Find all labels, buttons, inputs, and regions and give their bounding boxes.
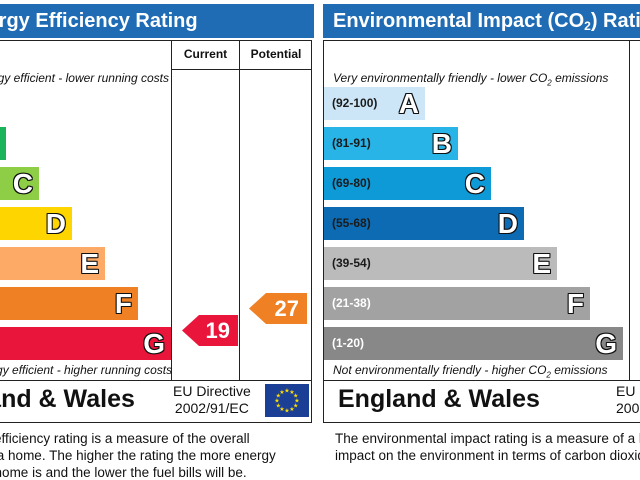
rating-band-d: D bbox=[0, 207, 72, 240]
energy-efficiency-panel: Energy Efficiency Rating Current Potenti… bbox=[0, 0, 317, 480]
column-divider bbox=[171, 41, 172, 380]
rating-band-g: G bbox=[0, 327, 171, 360]
eu-star-icon: ★ bbox=[279, 389, 284, 396]
band-letter: C bbox=[12, 168, 33, 199]
band-letter: B bbox=[431, 128, 452, 159]
potential-column-header: Potential bbox=[250, 47, 302, 61]
eu-directive: EU Directive 2002/91/EC bbox=[616, 383, 640, 417]
band-range: (92-100) bbox=[332, 96, 378, 110]
band-letter: D bbox=[497, 208, 518, 239]
potential-rating-value: 27 bbox=[274, 296, 299, 321]
rating-band-e: E bbox=[0, 247, 105, 280]
eu-star-icon: ★ bbox=[284, 408, 289, 415]
eu-flag-icon: ★ ★ ★ ★ ★ ★ ★ ★ ★ ★ ★ ★ bbox=[265, 384, 309, 417]
energy-bottom-note: Not energy efficient - higher running co… bbox=[0, 363, 173, 377]
current-column-header: Current bbox=[183, 47, 228, 61]
country-label: England & Wales bbox=[338, 385, 540, 413]
rating-band-g: (1-20) G bbox=[324, 327, 623, 360]
energy-top-note: Very energy efficient - lower running co… bbox=[0, 71, 169, 85]
energy-description-line: The energy efficiency rating is a measur… bbox=[0, 431, 250, 446]
eu-star-icon: ★ bbox=[276, 403, 281, 410]
eu-directive-line2: 2002/91/EC bbox=[616, 400, 640, 416]
band-letter: E bbox=[80, 248, 99, 279]
eu-star-icon: ★ bbox=[276, 393, 281, 400]
band-range: (1-20) bbox=[332, 336, 365, 350]
eu-star-icon: ★ bbox=[293, 393, 298, 400]
energy-footer: England & Wales EU Directive 2002/91/EC … bbox=[0, 381, 312, 423]
rating-band-f: (21-38) F bbox=[324, 287, 590, 320]
header-divider bbox=[171, 69, 311, 70]
band-letter: D bbox=[45, 208, 66, 239]
environmental-description: The environmental impact rating is a mea… bbox=[335, 430, 640, 464]
rating-band-a: (92-100) A bbox=[324, 87, 425, 120]
band-letter: A bbox=[398, 88, 419, 119]
band-letter: E bbox=[532, 248, 551, 279]
band-range: (55-68) bbox=[332, 216, 371, 230]
band-letter: C bbox=[464, 168, 485, 199]
rating-band-d: (55-68) D bbox=[324, 207, 524, 240]
eu-star-icon: ★ bbox=[284, 388, 289, 395]
environmental-top-note: Very environmentally friendly - lower CO… bbox=[333, 71, 609, 88]
eu-star-icon: ★ bbox=[289, 406, 294, 413]
rating-band-e: (39-54) E bbox=[324, 247, 557, 280]
column-divider bbox=[629, 41, 630, 380]
eu-directive-line1: EU Directive bbox=[173, 383, 251, 399]
eu-star-icon: ★ bbox=[293, 403, 298, 410]
energy-description-line: efficient the home is and the lower the … bbox=[0, 465, 247, 480]
environmental-rating-table bbox=[323, 40, 640, 381]
environmental-description-line: impact on the environment in terms of ca… bbox=[335, 448, 640, 463]
environmental-description-line: The environmental impact rating is a mea… bbox=[335, 431, 640, 446]
eu-star-icon: ★ bbox=[294, 398, 299, 405]
band-letter: F bbox=[566, 288, 584, 319]
eu-star-icon: ★ bbox=[274, 398, 279, 405]
country-label: England & Wales bbox=[0, 385, 135, 413]
environmental-impact-title: Environmental Impact (CO2) Rating bbox=[323, 4, 640, 38]
band-letter: F bbox=[114, 288, 132, 319]
rating-band-f: F bbox=[0, 287, 138, 320]
eu-star-icon: ★ bbox=[279, 406, 284, 413]
environmental-impact-panel: Environmental Impact (CO2) Rating Very e… bbox=[323, 0, 640, 480]
eu-star-icon: ★ bbox=[289, 389, 294, 396]
eu-directive: EU Directive 2002/91/EC bbox=[173, 383, 251, 417]
environmental-bottom-note: Not environmentally friendly - higher CO… bbox=[333, 363, 608, 380]
band-letter: G bbox=[595, 328, 617, 359]
energy-description-line: efficiency of a home. The higher the rat… bbox=[0, 448, 276, 463]
band-letter: G bbox=[143, 328, 165, 359]
rating-band-c: (69-80) C bbox=[324, 167, 491, 200]
rating-band-c: C bbox=[0, 167, 39, 200]
energy-description: The energy efficiency rating is a measur… bbox=[0, 430, 276, 480]
band-range: (81-91) bbox=[332, 136, 371, 150]
energy-rating-table: Current Potential bbox=[0, 40, 312, 381]
band-range: (39-54) bbox=[332, 256, 371, 270]
eu-directive-line2: 2002/91/EC bbox=[174, 400, 249, 416]
eu-directive-line1: EU Directive bbox=[616, 383, 640, 399]
band-range: (69-80) bbox=[332, 176, 371, 190]
potential-rating-arrow: 27 bbox=[249, 293, 307, 324]
rating-band-b: (81-91) B bbox=[324, 127, 458, 160]
current-rating-value: 19 bbox=[205, 318, 230, 343]
energy-efficiency-title: Energy Efficiency Rating bbox=[0, 4, 314, 38]
environmental-footer: England & Wales EU Directive 2002/91/EC bbox=[323, 381, 640, 423]
band-range: (21-38) bbox=[332, 296, 371, 310]
rating-band-b: B bbox=[0, 127, 6, 160]
column-divider bbox=[239, 41, 240, 380]
